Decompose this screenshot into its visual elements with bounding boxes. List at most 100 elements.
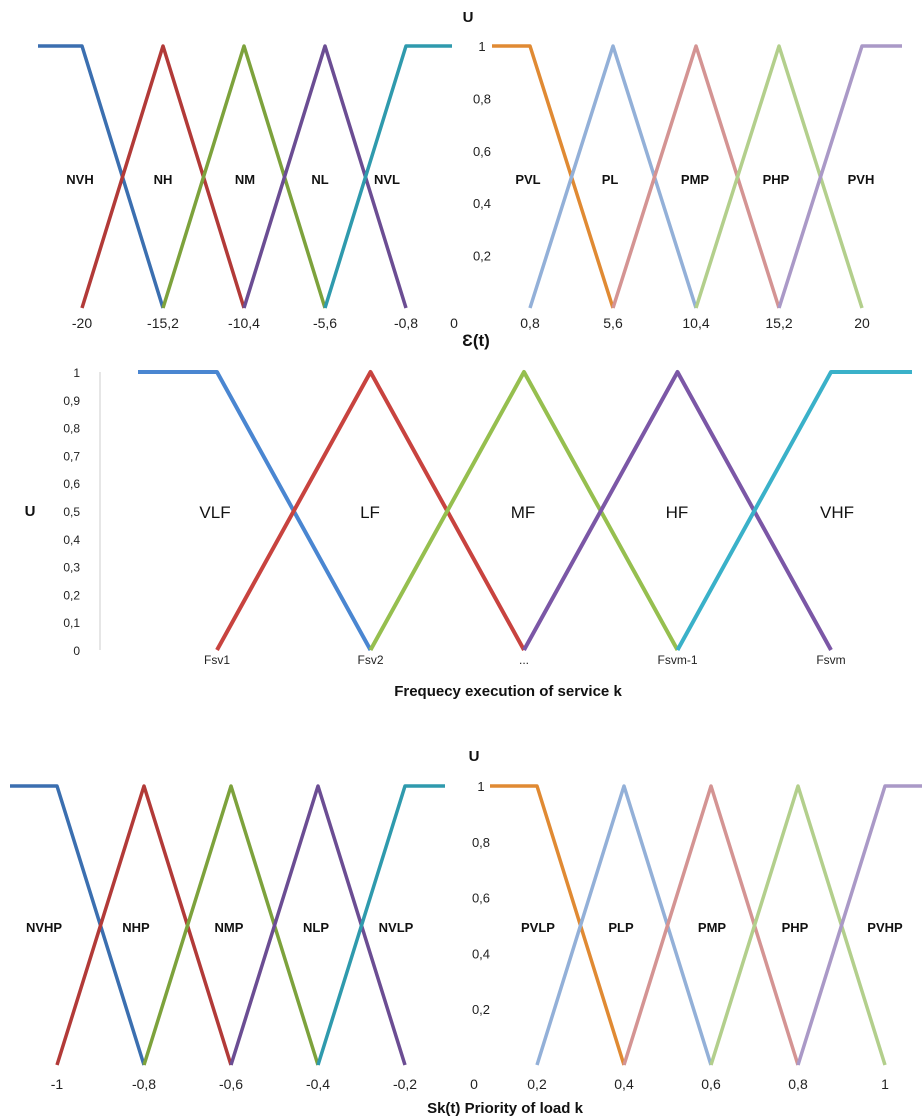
x-tick-label: 5,6 — [603, 315, 623, 331]
x-tick-label: -0,8 — [132, 1076, 156, 1092]
x-tick-label-zero: 0 — [450, 315, 458, 331]
chart3-y-ticks: 1 0,8 0,6 0,4 0,2 — [472, 779, 490, 1017]
series-label-nvl: NVL — [374, 172, 400, 187]
y-tick-label: 0 — [73, 644, 80, 658]
series-php-line — [694, 44, 864, 309]
x-tick-label: 0,8 — [788, 1076, 808, 1092]
x-tick-label-fsv1: Fsv1 — [204, 653, 230, 667]
series-label-vhf: VHF — [820, 503, 854, 522]
x-tick-label: 0,4 — [614, 1076, 634, 1092]
x-tick-label-dots: ... — [519, 653, 529, 667]
x-tick-label: -0,2 — [393, 1076, 417, 1092]
series-label-pvh: PVH — [848, 172, 875, 187]
x-tick-label: 10,4 — [682, 315, 709, 331]
x-tick-label: 0,2 — [527, 1076, 547, 1092]
x-tick-label-fsvm: Fsvm — [816, 653, 845, 667]
chart3-y-axis-label: U — [469, 748, 480, 765]
series-label-pmp: PMP — [698, 920, 727, 935]
series-label-pl: PL — [602, 172, 619, 187]
series-vlf-line — [138, 370, 373, 651]
y-tick-label: 0,4 — [473, 196, 491, 211]
series-pmp-line — [611, 44, 781, 309]
series-pl-line — [528, 44, 698, 309]
y-tick-label: 0,4 — [472, 946, 490, 961]
y-tick-label: 0,2 — [63, 588, 80, 602]
chart1-x-axis-label: Ɛ(t) — [462, 331, 490, 350]
y-tick-label: 0,6 — [472, 891, 490, 906]
x-tick-label: 1 — [881, 1076, 889, 1092]
series-php-line — [709, 784, 887, 1066]
series-nlp-line — [229, 784, 407, 1066]
series-pvh-line — [777, 44, 902, 309]
x-tick-label: -20 — [72, 315, 92, 331]
chart3-x-axis-label: Sk(t) Priority of load k — [427, 1100, 584, 1117]
series-label-lf: LF — [360, 503, 380, 522]
series-label-nvh: NVH — [66, 172, 93, 187]
series-nh-line — [80, 44, 246, 309]
y-tick-label: 0,9 — [63, 394, 80, 408]
series-nhp-line — [55, 784, 233, 1066]
error-chart: U 1 0,8 0,6 0,4 0,2 NVH NH NM NL NVL PVL PL PMP PHP P… — [38, 9, 902, 350]
chart3-x-ticks: -1 -0,8 -0,6 -0,4 -0,2 0 0,2 0,4 0,6 0,8 1 — [51, 1076, 889, 1092]
x-tick-label-zero: 0 — [470, 1076, 478, 1092]
series-label-pvl: PVL — [515, 172, 540, 187]
chart2-y-ticks: 1 0,9 0,8 0,7 0,6 0,5 0,4 0,3 0,2 0,1 0 — [63, 366, 80, 658]
series-label-pvhp: PVHP — [867, 920, 903, 935]
series-hf-line — [522, 370, 833, 651]
chart1-series — [38, 44, 902, 309]
chart1-series-labels: NVH NH NM NL NVL PVL PL PMP PHP PVH — [66, 172, 874, 187]
series-label-mf: MF — [511, 503, 536, 522]
x-tick-label: -5,6 — [313, 315, 337, 331]
series-label-nvlp: NVLP — [379, 920, 414, 935]
y-tick-label: 0,8 — [63, 422, 80, 436]
series-nmp-line — [142, 784, 320, 1066]
x-tick-label: 15,2 — [765, 315, 792, 331]
y-tick-label: 0,6 — [473, 144, 491, 159]
series-label-pvlp: PVLP — [521, 920, 555, 935]
x-tick-label: 0,6 — [701, 1076, 721, 1092]
x-tick-label-fsv2: Fsv2 — [357, 653, 383, 667]
x-tick-label: 0,8 — [520, 315, 540, 331]
priority-chart: U 1 0,8 0,6 0,4 0,2 NVHP NHP NMP NLP NVLP PVLP PLP… — [10, 748, 922, 1117]
frequency-chart: 1 0,9 0,8 0,7 0,6 0,5 0,4 0,3 0,2 0,1 0 U VLF LF MF H… — [25, 366, 912, 700]
series-nvlp-line — [316, 784, 445, 1066]
series-label-php: PHP — [763, 172, 790, 187]
x-tick-label: -0,8 — [394, 315, 418, 331]
chart2-series-labels: VLF LF MF HF VHF — [199, 503, 854, 522]
y-tick-label: 0,2 — [472, 1002, 490, 1017]
y-tick-label: 1 — [477, 779, 484, 794]
series-label-nl: NL — [311, 172, 328, 187]
series-label-nm: NM — [235, 172, 255, 187]
chart2-x-ticks: Fsv1 Fsv2... Fsvm-1 Fsvm — [204, 653, 846, 667]
chart3-series-labels: NVHP NHP NMP NLP NVLP PVLP PLP PMP PHP PVHP — [26, 920, 903, 935]
series-nl-line — [242, 44, 408, 309]
series-label-vlf: VLF — [199, 503, 230, 522]
series-plp-line — [535, 784, 713, 1066]
series-pvhp-line — [796, 784, 922, 1066]
x-tick-label: -0,4 — [306, 1076, 330, 1092]
y-tick-label: 0,1 — [63, 616, 80, 630]
series-mf-line — [368, 370, 680, 651]
x-tick-label: 20 — [854, 315, 870, 331]
y-tick-label: 1 — [478, 39, 485, 54]
y-tick-label: 0,6 — [63, 477, 80, 491]
series-label-hf: HF — [666, 503, 689, 522]
series-label-php: PHP — [782, 920, 809, 935]
series-nm-line — [161, 44, 327, 309]
y-tick-label: 0,8 — [472, 835, 490, 850]
series-nvl-line — [323, 44, 452, 309]
y-tick-label: 0,4 — [63, 533, 80, 547]
x-tick-label-fsvm-1: Fsvm-1 — [658, 653, 698, 667]
series-pvl-line — [492, 44, 615, 309]
series-label-pmp: PMP — [681, 172, 710, 187]
series-label-plp: PLP — [608, 920, 634, 935]
x-tick-label: -10,4 — [228, 315, 260, 331]
chart2-y-axis-label: U — [25, 503, 36, 520]
y-tick-label: 0,5 — [63, 505, 80, 519]
series-pvlp-line — [490, 784, 626, 1066]
series-label-nvhp: NVHP — [26, 920, 62, 935]
chart2-x-axis-label: Frequecy execution of service k — [394, 683, 622, 700]
chart2-series — [138, 370, 912, 651]
series-lf-line — [215, 370, 526, 651]
